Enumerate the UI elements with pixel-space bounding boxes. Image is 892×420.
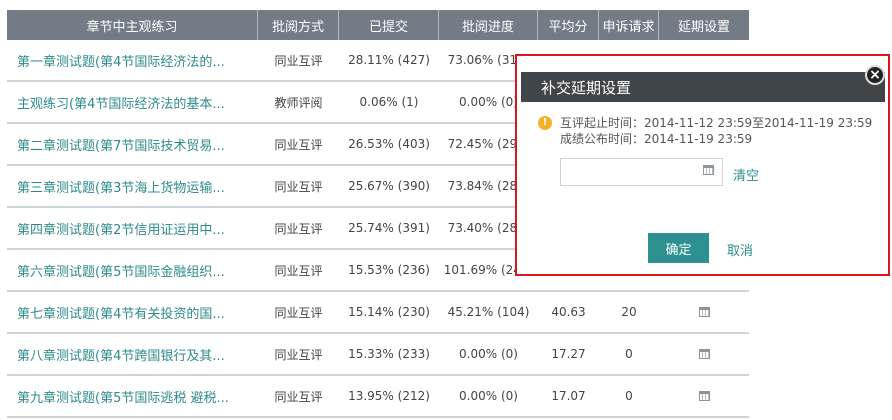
submitted-value: 15.14% (230) — [348, 305, 430, 319]
appeals-value: 0 — [625, 347, 633, 361]
extension-cell — [659, 334, 749, 374]
peer-review-time: 互评起止时间：2014-11-12 23:59至2014-11-19 23:59 — [560, 116, 873, 130]
exercise-link[interactable]: 第三章测试题(第3节海上货物运输... — [17, 180, 225, 196]
header-appeals: 申诉请求 — [599, 10, 659, 40]
table-row: 第七章测试题(第4节有关投资的国... 同业互评 15.14% (230) 45… — [7, 292, 749, 334]
calendar-icon[interactable] — [698, 391, 710, 401]
exercise-link[interactable]: 第六章测试题(第5节国际金融组织... — [17, 264, 225, 280]
average-value: 40.63 — [551, 305, 586, 319]
progress-value: 0.00% (0) — [459, 95, 518, 109]
dialog-title: 补交延期设置 — [521, 72, 885, 102]
review-mode: 同业互评 — [274, 221, 323, 236]
progress-value: 101.69% (240) — [443, 263, 534, 277]
confirm-button[interactable]: 确定 — [648, 233, 709, 263]
exercise-link[interactable]: 第二章测试题(第7节国际技术贸易... — [17, 138, 225, 154]
progress-value: 73.06% (312) — [447, 53, 530, 67]
table-row: 第八章测试题(第4节跨国银行及其... 同业互评 15.33% (233) 0.… — [7, 334, 749, 376]
header-title: 章节中主观练习 — [7, 10, 258, 40]
header-average: 平均分 — [538, 10, 599, 40]
progress-value: 73.84% (288) — [447, 179, 530, 193]
warning-icon: ! — [538, 116, 552, 130]
exercise-link[interactable]: 第七章测试题(第4节有关投资的国... — [17, 306, 225, 322]
progress-value: 0.00% (0) — [459, 389, 518, 403]
review-mode: 同业互评 — [274, 389, 323, 404]
progress-value: 0.00% (0) — [459, 347, 518, 361]
header-mode: 批阅方式 — [258, 10, 339, 40]
dialog-info: 互评起止时间：2014-11-12 23:59至2014-11-19 23:59… — [560, 115, 872, 147]
extension-cell — [659, 292, 749, 332]
review-mode: 同业互评 — [274, 305, 323, 320]
average-value: 17.27 — [551, 347, 586, 361]
review-mode: 同业互评 — [274, 179, 323, 194]
submitted-value: 15.53% (236) — [348, 263, 430, 277]
header-progress: 批阅进度 — [439, 10, 538, 40]
progress-value: 45.21% (104) — [447, 305, 530, 319]
publish-time: 成绩公布时间：2014-11-19 23:59 — [560, 132, 753, 146]
clear-button[interactable]: 清空 — [733, 169, 760, 184]
review-mode: 教师评阅 — [274, 95, 323, 110]
extension-cell — [659, 376, 749, 416]
review-mode: 同业互评 — [274, 347, 323, 362]
review-mode: 同业互评 — [274, 53, 323, 68]
extension-date-input[interactable] — [560, 158, 723, 186]
table-row: 第九章测试题(第5节国际逃税 避税... 同业互评 13.95% (212) 0… — [7, 376, 749, 418]
exercise-link[interactable]: 第四章测试题(第2节信用证运用中... — [17, 222, 225, 238]
appeals-value: 20 — [621, 305, 637, 319]
exercise-table: 章节中主观练习 批阅方式 已提交 批阅进度 平均分 申诉请求 延期设置 第一章测… — [7, 10, 749, 418]
header-submitted: 已提交 — [339, 10, 439, 40]
calendar-icon[interactable] — [698, 307, 710, 317]
calendar-icon[interactable] — [698, 349, 710, 359]
average-value: 17.07 — [551, 389, 586, 403]
exercise-link[interactable]: 主观练习(第4节国际经济法的基本... — [17, 96, 225, 112]
submitted-value: 28.11% (427) — [348, 53, 430, 67]
calendar-icon[interactable] — [703, 165, 714, 175]
progress-value: 73.40% (287) — [447, 221, 530, 235]
cancel-button[interactable]: 取消 — [727, 244, 754, 259]
submitted-value: 25.67% (390) — [348, 179, 430, 193]
submitted-value: 0.06% (1) — [359, 95, 419, 109]
submitted-value: 25.74% (391) — [348, 221, 430, 235]
submitted-value: 26.53% (403) — [348, 137, 430, 151]
exercise-link[interactable]: 第九章测试题(第5节国际逃税 避税... — [17, 390, 229, 406]
review-mode: 同业互评 — [274, 137, 323, 152]
exercise-link[interactable]: 第一章测试题(第4节国际经济法的... — [17, 54, 225, 70]
close-button[interactable]: × — [865, 65, 885, 85]
table-header: 章节中主观练习 批阅方式 已提交 批阅进度 平均分 申诉请求 延期设置 — [7, 10, 749, 40]
review-mode: 同业互评 — [274, 263, 323, 278]
appeals-value: 0 — [625, 389, 633, 403]
header-extension: 延期设置 — [677, 19, 730, 35]
exercise-link[interactable]: 第八章测试题(第4节跨国银行及其... — [17, 348, 225, 364]
submitted-value: 15.33% (233) — [348, 347, 430, 361]
submitted-value: 13.95% (212) — [348, 389, 430, 403]
progress-value: 72.45% (292) — [447, 137, 530, 151]
